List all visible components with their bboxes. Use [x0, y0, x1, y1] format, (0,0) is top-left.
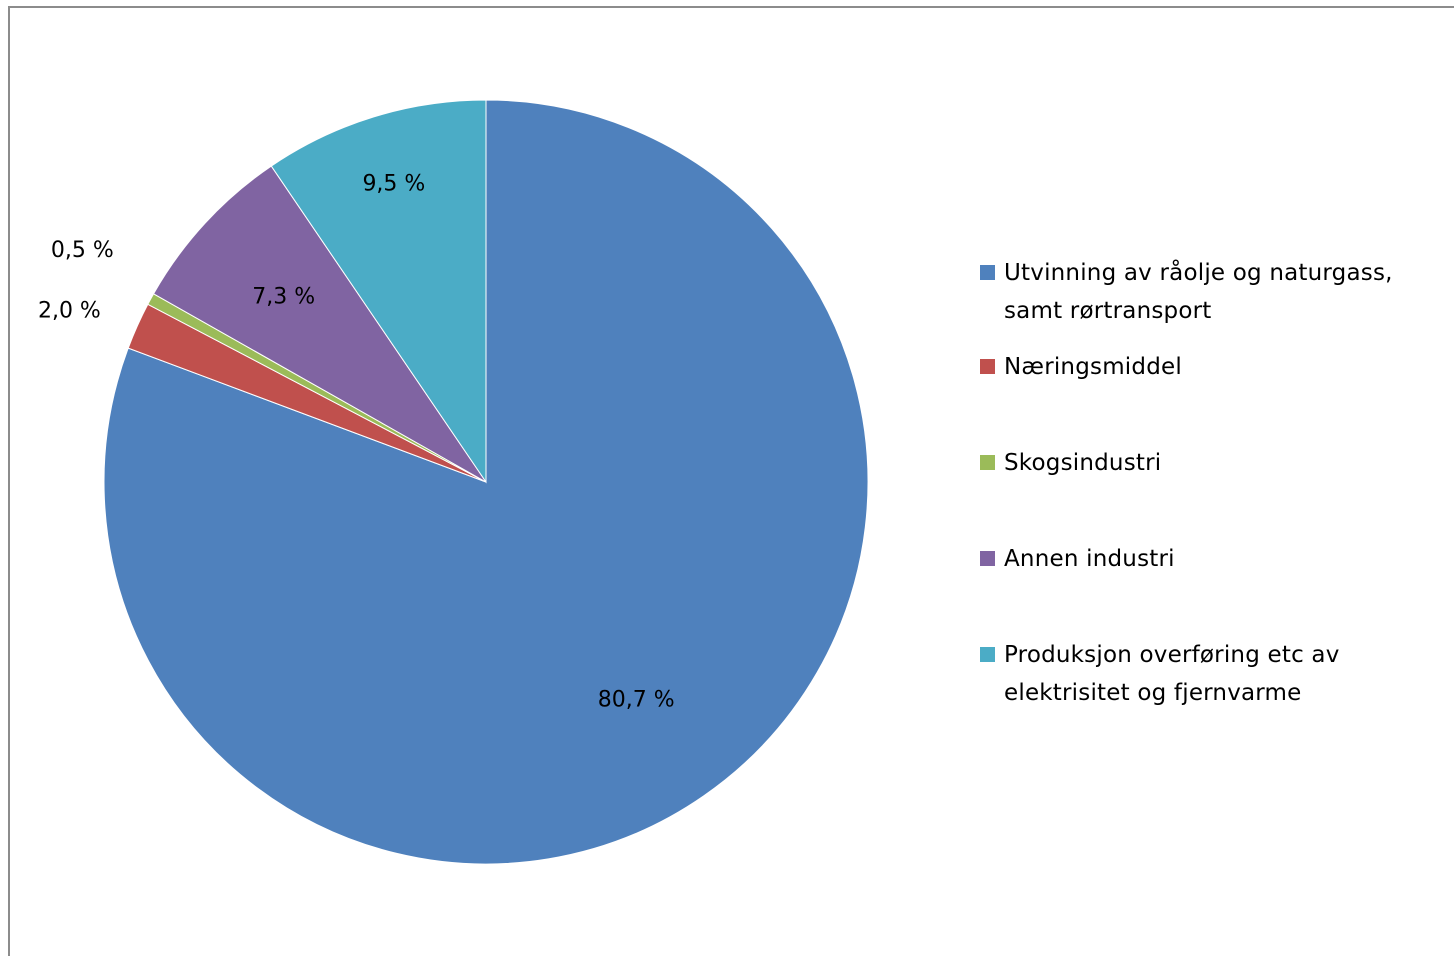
pie-slice-4 — [152, 165, 487, 483]
pie-data-label-5: 9,5 % — [362, 172, 425, 197]
pie-data-label-4: 7,3 % — [252, 285, 315, 310]
legend-item-4: Annen industri — [980, 540, 1450, 578]
pie-data-label-2: 2,0 % — [38, 299, 101, 324]
legend-label-line: elektrisitet og fjernvarme — [1004, 680, 1302, 706]
legend-swatch — [980, 359, 995, 374]
pie-data-labels: 80,7 % 2,0 % 0,5 % 7,3 % 9,5 % — [38, 172, 675, 713]
legend-label-line: Produksjon overføring etc av — [1004, 642, 1340, 668]
legend-item-2: Næringsmiddel — [980, 348, 1450, 386]
pie-slice-5 — [270, 99, 487, 484]
legend-label-line: Næringsmiddel — [1004, 354, 1182, 380]
legend-item-1: Utvinning av råolje og naturgass, samt rø… — [980, 254, 1450, 330]
pie-data-label-3: 0,5 % — [51, 238, 114, 263]
legend-item-3: Skogsindustri — [980, 444, 1450, 482]
pie-data-label-1: 80,7 % — [598, 688, 675, 713]
legend-swatch — [980, 551, 995, 566]
legend-swatch — [980, 455, 995, 470]
chart-legend: Utvinning av råolje og naturgass, samt rø… — [980, 254, 1450, 712]
chart-frame — [8, 6, 1454, 956]
legend-swatch — [980, 647, 995, 662]
legend-swatch — [980, 265, 995, 280]
legend-label-line: Utvinning av råolje og naturgass, — [1004, 260, 1393, 286]
pie-slices — [103, 99, 869, 865]
legend-label-line: samt rørtransport — [1004, 298, 1212, 324]
legend-label-line: Skogsindustri — [1004, 450, 1162, 476]
legend-item-5: Produksjon overføring etc av elektrisitet… — [980, 636, 1450, 712]
legend-label-line: Annen industri — [1004, 546, 1175, 572]
